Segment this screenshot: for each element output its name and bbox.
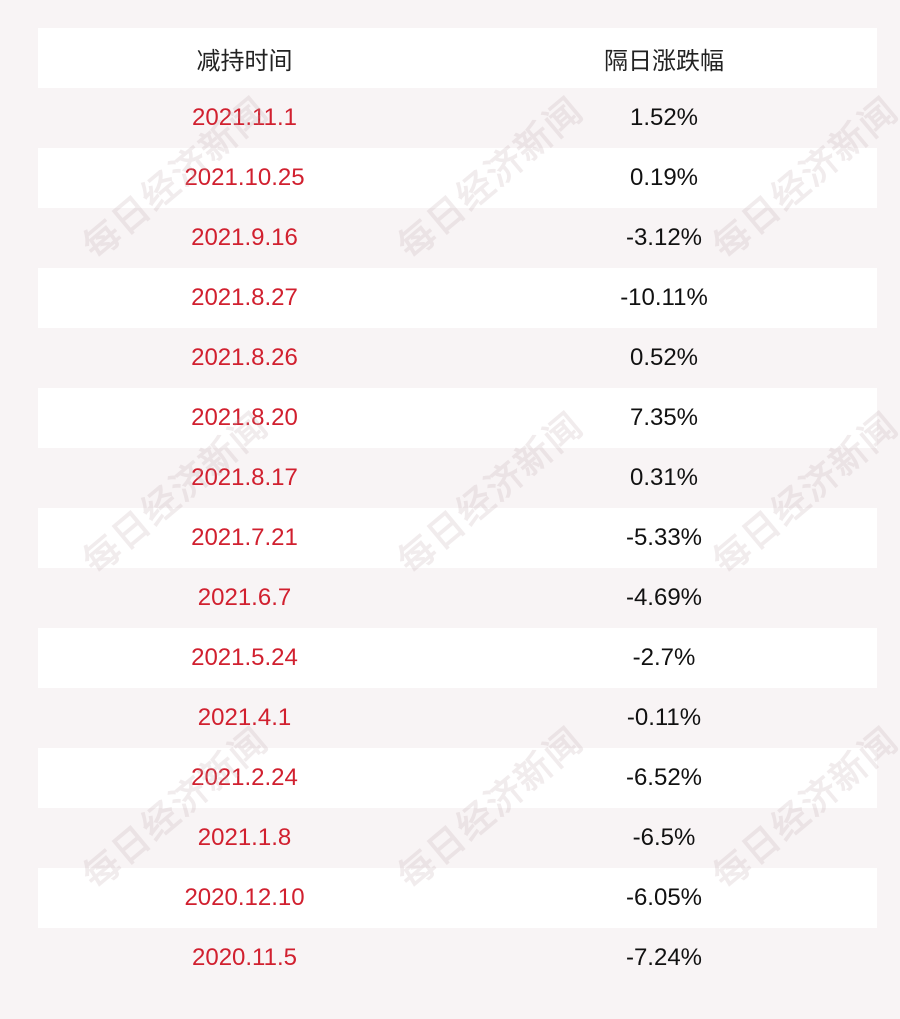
table-row: 2021.5.24 -2.7% (38, 628, 877, 688)
header-reduction-date: 减持时间 (196, 46, 293, 75)
table-row: 2021.8.17 0.31% (38, 448, 877, 508)
reduction-date-cell: 2021.5.24 (191, 644, 298, 671)
next-day-change-cell: -6.5% (632, 824, 696, 851)
next-day-change-cell: 0.52% (629, 344, 699, 371)
reduction-date-cell: 2021.8.20 (191, 404, 298, 431)
next-day-change-cell: 0.19% (629, 164, 699, 191)
table-row: 2021.7.21 -5.33% (38, 508, 877, 568)
reduction-date-cell: 2021.11.1 (192, 104, 297, 131)
table-row: 2020.11.5 -7.24% (38, 928, 877, 988)
table-row: 2021.8.20 7.35% (38, 388, 877, 448)
reduction-date-cell: 2021.8.17 (191, 464, 298, 491)
table-row: 2021.9.16 -3.12% (38, 208, 877, 268)
next-day-change-cell: -10.11% (620, 284, 708, 311)
reduction-date-cell: 2021.8.27 (191, 284, 298, 311)
table-row: 2020.12.10 -6.05% (38, 868, 877, 928)
table-row: 2021.8.27 -10.11% (38, 268, 877, 328)
next-day-change-cell: -5.33% (625, 524, 703, 551)
next-day-change-cell: -6.52% (625, 764, 703, 791)
next-day-change-cell: -0.11% (626, 704, 702, 731)
table-row: 2021.4.1 -0.11% (38, 688, 877, 748)
next-day-change-cell: 7.35% (629, 404, 699, 431)
reduction-date-cell: 2021.7.21 (191, 524, 298, 551)
next-day-change-cell: -6.05% (625, 884, 703, 911)
reduction-date-cell: 2021.1.8 (197, 824, 292, 851)
table-row: 2021.8.26 0.52% (38, 328, 877, 388)
table-row: 2021.1.8 -6.5% (38, 808, 877, 868)
table-row: 2021.11.1 1.52% (38, 88, 877, 148)
reduction-date-cell: 2020.12.10 (184, 884, 305, 911)
next-day-change-cell: -4.69% (625, 584, 703, 611)
table-body: 2021.11.1 1.52% 2021.10.25 0.19% 2021.9.16 -3… (38, 88, 877, 988)
table-header: 减持时间 隔日涨跌幅 (38, 28, 877, 88)
reduction-date-cell: 2021.8.26 (191, 344, 298, 371)
table-row: 2021.10.25 0.19% (38, 148, 877, 208)
next-day-change-cell: 0.31% (629, 464, 699, 491)
reduction-date-cell: 2020.11.5 (192, 944, 297, 971)
reduction-date-cell: 2021.6.7 (197, 584, 292, 611)
next-day-change-cell: -7.24% (625, 944, 703, 971)
table-row: 2021.2.24 -6.52% (38, 748, 877, 808)
table-row: 2021.6.7 -4.69% (38, 568, 877, 628)
reduction-date-cell: 2021.9.16 (191, 224, 298, 251)
reduction-date-cell: 2021.10.25 (184, 164, 305, 191)
reduction-date-cell: 2021.2.24 (191, 764, 298, 791)
reduction-date-cell: 2021.4.1 (197, 704, 292, 731)
next-day-change-cell: -3.12% (625, 224, 703, 251)
next-day-change-cell: 1.52% (629, 104, 699, 131)
header-next-day-change: 隔日涨跌幅 (604, 46, 724, 75)
next-day-change-cell: -2.7% (632, 644, 696, 671)
data-table: 减持时间 隔日涨跌幅 2021.11.1 1.52% 2021.10.25 0.19%… (38, 28, 877, 988)
